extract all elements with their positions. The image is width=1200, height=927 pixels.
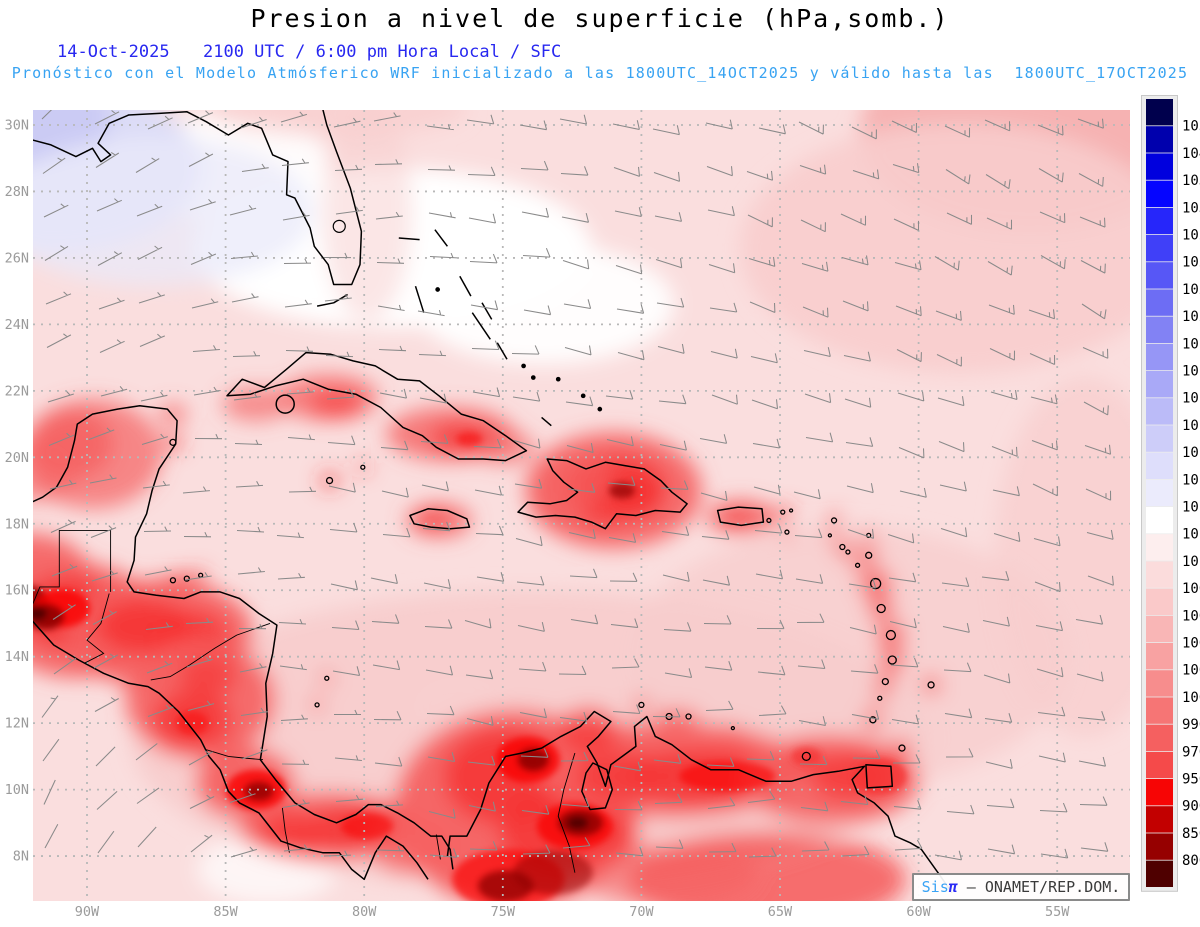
colorbar-label: 990	[1182, 717, 1200, 733]
colorbar-label: 1019	[1182, 336, 1200, 352]
colorbar-cell	[1146, 779, 1173, 806]
colorbar-label: 1002	[1182, 663, 1200, 679]
svg-text:70W: 70W	[629, 904, 654, 920]
colorbar-cell	[1146, 371, 1173, 398]
colorbar-cell	[1146, 207, 1173, 235]
shading-layer	[33, 110, 1130, 901]
colorbar-cell	[1146, 724, 1173, 751]
svg-text:28N: 28N	[5, 184, 29, 200]
lon-axis-labels: 90W 85W 80W 75W 70W 65W 60W 55W	[75, 904, 1070, 920]
colorbar-cell	[1146, 670, 1173, 697]
svg-text:90W: 90W	[75, 904, 100, 920]
colorbar-label: 1013	[1182, 500, 1200, 516]
watermark-sis: Sis	[921, 878, 949, 896]
colorbar-label: 850	[1182, 826, 1200, 842]
svg-text:65W: 65W	[768, 904, 793, 920]
svg-text:18N: 18N	[5, 516, 29, 532]
svg-text:10N: 10N	[5, 782, 29, 798]
colorbar-cell	[1146, 343, 1173, 371]
colorbar-label: 950	[1182, 772, 1200, 788]
colorbar-cell	[1146, 806, 1173, 833]
svg-text:12N: 12N	[5, 716, 29, 732]
colorbar: 1050 1040 1035 1030 1028 1025 1022 1020 1019 1018…	[1141, 95, 1200, 892]
svg-text:14N: 14N	[5, 649, 29, 665]
colorbar-cell	[1146, 751, 1173, 779]
colorbar-cell	[1146, 398, 1173, 425]
colorbar-label: 1025	[1182, 255, 1200, 271]
colorbar-cell	[1146, 262, 1173, 289]
colorbar-cell	[1146, 860, 1173, 887]
colorbar-cell	[1146, 534, 1173, 561]
colorbar-label: 1018	[1182, 364, 1200, 380]
colorbar-label: 1020	[1182, 309, 1200, 325]
colorbar-cell	[1146, 507, 1173, 534]
colorbar-label: 1035	[1182, 173, 1200, 189]
colorbar-label: 1030	[1182, 200, 1200, 216]
colorbar-label: 1028	[1182, 228, 1200, 244]
colorbar-cell	[1146, 126, 1173, 153]
run-date: 14-Oct-2025	[57, 42, 170, 62]
colorbar-cell	[1146, 643, 1173, 670]
colorbar-cell	[1146, 153, 1173, 180]
coastline-layer	[33, 110, 953, 894]
colorbar-cell	[1146, 316, 1173, 343]
colorbar-cell	[1146, 697, 1173, 724]
colorbar-cell	[1146, 425, 1173, 452]
colorbar-label: 800	[1182, 853, 1200, 869]
watermark: Sis π – ONAMET/REP.DOM.	[912, 873, 1130, 901]
colorbar-label: 1015	[1182, 445, 1200, 461]
colorbar-cell	[1146, 235, 1173, 262]
colorbar-label: 1040	[1182, 146, 1200, 162]
colorbar-cell	[1146, 615, 1173, 643]
svg-text:60W: 60W	[906, 904, 931, 920]
country-borders	[33, 529, 576, 873]
svg-text:20N: 20N	[5, 450, 29, 466]
colorbar-label: 1050	[1182, 119, 1200, 135]
svg-text:8N: 8N	[13, 849, 29, 865]
colorbar-cell	[1146, 180, 1173, 207]
svg-text:80W: 80W	[352, 904, 377, 920]
forecast-note: Pronóstico con el Modelo Atmósferico WRF…	[11, 64, 1189, 82]
watermark-org: – ONAMET/REP.DOM.	[957, 878, 1121, 896]
page-title: Presion a nivel de superficie (hPa,somb.…	[250, 4, 950, 33]
colorbar-label: 900	[1182, 799, 1200, 815]
colorbar-label: 1006	[1182, 608, 1200, 624]
colorbar-label: 1012	[1182, 527, 1200, 543]
svg-text:26N: 26N	[5, 250, 29, 266]
valid-time: 2100 UTC / 6:00 pm Hora Local / SFC	[203, 42, 562, 62]
svg-text:75W: 75W	[491, 904, 516, 920]
colorbar-label: 1000	[1182, 690, 1200, 706]
colorbar-label: 1016	[1182, 418, 1200, 434]
colorbar-cell	[1146, 289, 1173, 316]
wind-barb-layer	[41, 110, 1114, 861]
watermark-pi-icon: π	[948, 878, 958, 896]
colorbar-cell	[1146, 99, 1173, 126]
colorbar-label: 1022	[1182, 282, 1200, 298]
colorbar-label: 1014	[1182, 472, 1200, 488]
colorbar-cell	[1146, 452, 1173, 479]
svg-text:85W: 85W	[213, 904, 238, 920]
svg-text:24N: 24N	[5, 317, 29, 333]
svg-text:55W: 55W	[1045, 904, 1070, 920]
colorbar-label: 970	[1182, 744, 1200, 760]
lat-axis-labels: 30N 28N 26N 24N 22N 20N 18N 16N 14N 12N 10N 8N	[5, 118, 29, 865]
run-info-line: 14-Oct-2025 2100 UTC / 6:00 pm Hora Loca…	[0, 42, 1200, 62]
colorbar-cell	[1146, 561, 1173, 588]
svg-text:22N: 22N	[5, 383, 29, 399]
colorbar-cell	[1146, 588, 1173, 615]
colorbar-label: 1017	[1182, 391, 1200, 407]
svg-text:16N: 16N	[5, 583, 29, 599]
colorbar-label: 1008	[1182, 581, 1200, 597]
colorbar-cell	[1146, 479, 1173, 507]
svg-text:30N: 30N	[5, 118, 29, 134]
colorbar-label: 1004	[1182, 636, 1200, 652]
colorbar-cell	[1146, 833, 1173, 860]
